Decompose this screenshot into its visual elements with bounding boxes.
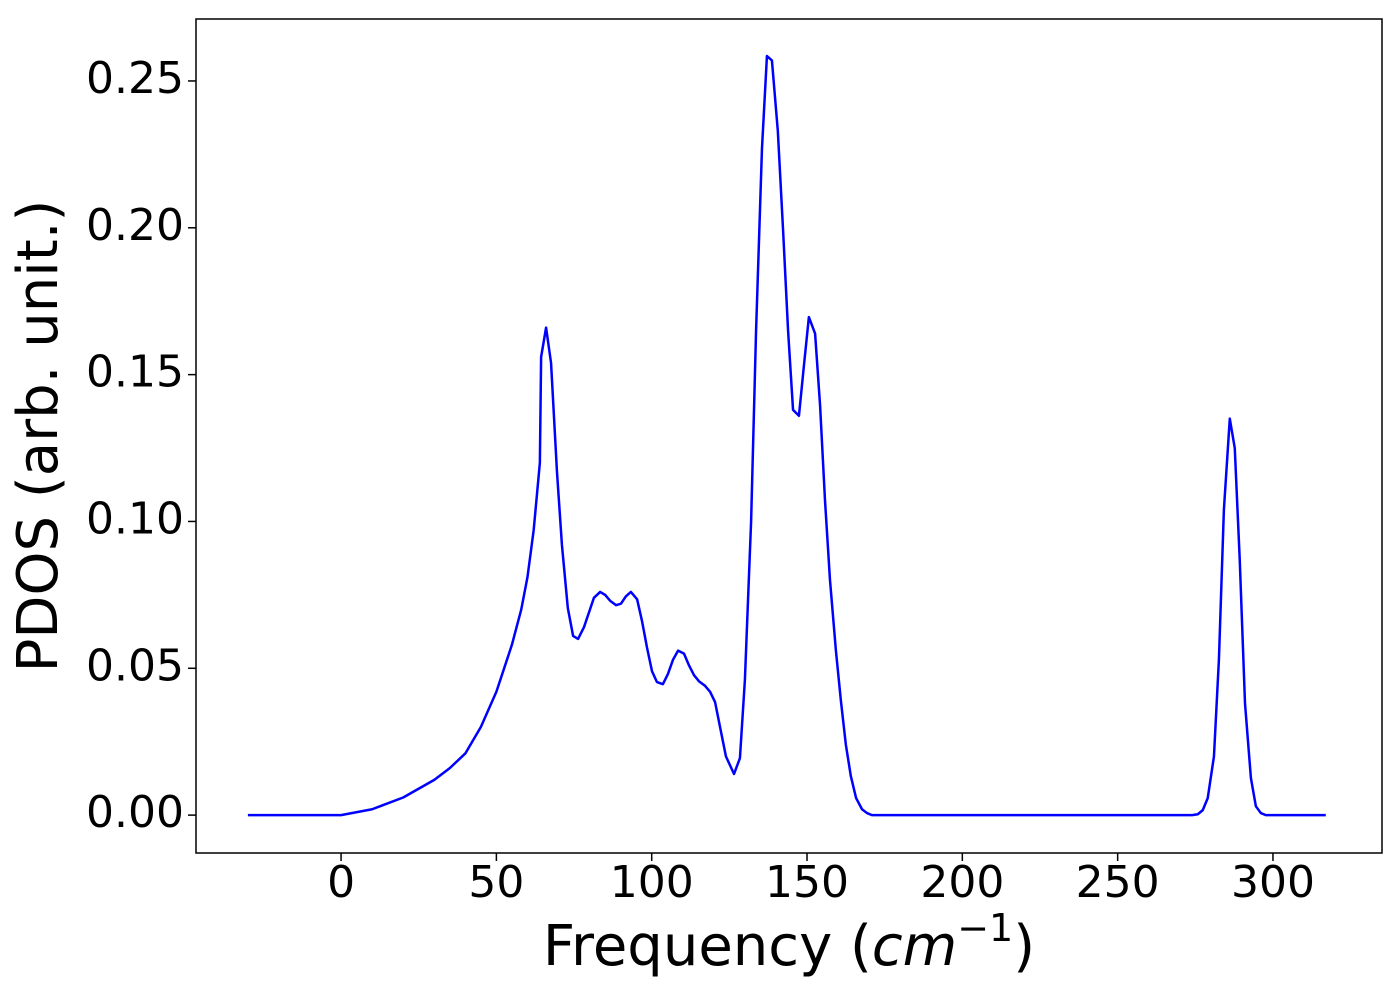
y-tick-label: 0.25 [86,53,184,104]
x-tick-label: 100 [610,857,694,908]
pdos-line [247,54,1326,817]
y-axis-label: PDOS (arb. unit.) [6,200,71,673]
y-tick-label: 0.10 [86,493,184,544]
y-tick-label: 0.20 [86,200,184,251]
y-tick-label: 0.05 [86,640,184,691]
y-tick-label: 0.15 [86,347,184,398]
x-axis-label: Frequency (cm−1) [543,906,1035,980]
x-tick-label: 250 [1076,857,1160,908]
x-tick-label: 50 [468,857,524,908]
plot-frame [195,18,1383,854]
x-tick-label: 200 [920,857,1004,908]
x-tick-label: 300 [1231,857,1315,908]
x-label-close: ) [1013,914,1035,979]
x-label-exponent: −1 [957,906,1013,950]
y-tick-label: 0.00 [86,787,184,838]
x-label-unit: cm [872,914,957,979]
x-tick-label: 0 [327,857,355,908]
x-tick-label: 150 [765,857,849,908]
x-label-text: Frequency ( [543,914,872,979]
